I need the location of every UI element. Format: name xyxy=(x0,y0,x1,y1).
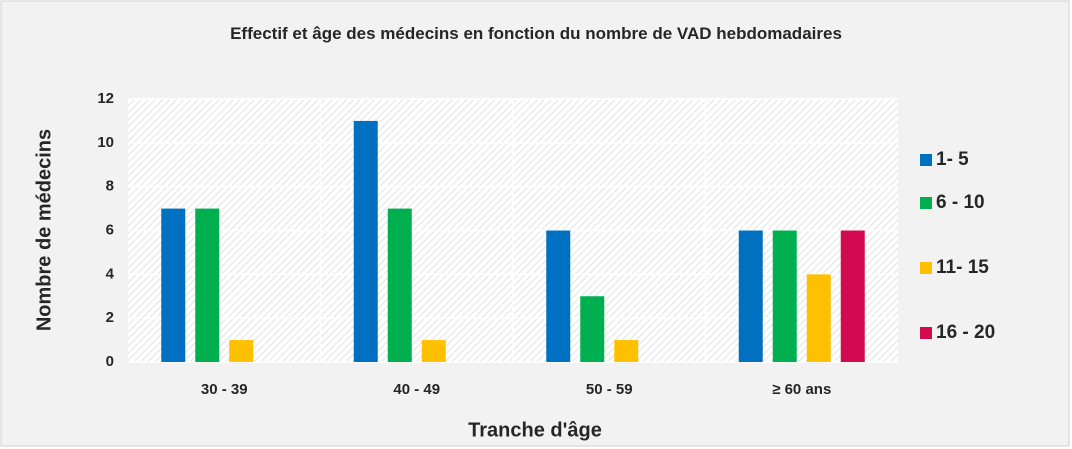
legend-label: 16 - 20 xyxy=(936,322,995,343)
legend-label: 11- 15 xyxy=(936,257,989,278)
bar xyxy=(353,120,378,363)
legend-swatch xyxy=(920,327,932,339)
bar xyxy=(421,340,446,362)
y-tick-label: 4 xyxy=(106,265,115,282)
x-tick-label: 30 - 39 xyxy=(201,381,248,398)
y-tick-label: 8 xyxy=(106,178,114,195)
bar xyxy=(772,230,797,362)
y-axis-title: Nombre de médecins xyxy=(33,129,55,331)
x-tick-label: 40 - 49 xyxy=(393,381,440,398)
x-tick-label: ≥ 60 ans xyxy=(772,381,831,398)
legend-label: 1- 5 xyxy=(936,149,969,170)
x-tick-label: 50 - 59 xyxy=(586,381,633,398)
bar xyxy=(387,208,412,362)
chart-title: Effectif et âge des médecins en fonction… xyxy=(230,24,842,43)
y-tick-label: 12 xyxy=(97,90,114,107)
bar xyxy=(840,230,865,362)
y-tick-label: 0 xyxy=(106,353,114,370)
legend-label: 6 - 10 xyxy=(936,192,985,213)
x-axis-title: Tranche d'âge xyxy=(468,419,602,441)
legend-swatch xyxy=(920,197,932,209)
y-tick-label: 2 xyxy=(106,309,114,326)
y-tick-label: 6 xyxy=(106,221,114,238)
bar xyxy=(806,274,831,362)
bar xyxy=(195,208,220,362)
bar xyxy=(229,340,254,362)
bar xyxy=(580,296,605,362)
y-tick-label: 10 xyxy=(97,134,114,151)
bar xyxy=(161,208,186,362)
bar xyxy=(614,340,639,362)
bar xyxy=(738,230,763,362)
legend-swatch xyxy=(920,154,932,166)
legend-swatch xyxy=(920,262,932,274)
bar xyxy=(546,230,571,362)
